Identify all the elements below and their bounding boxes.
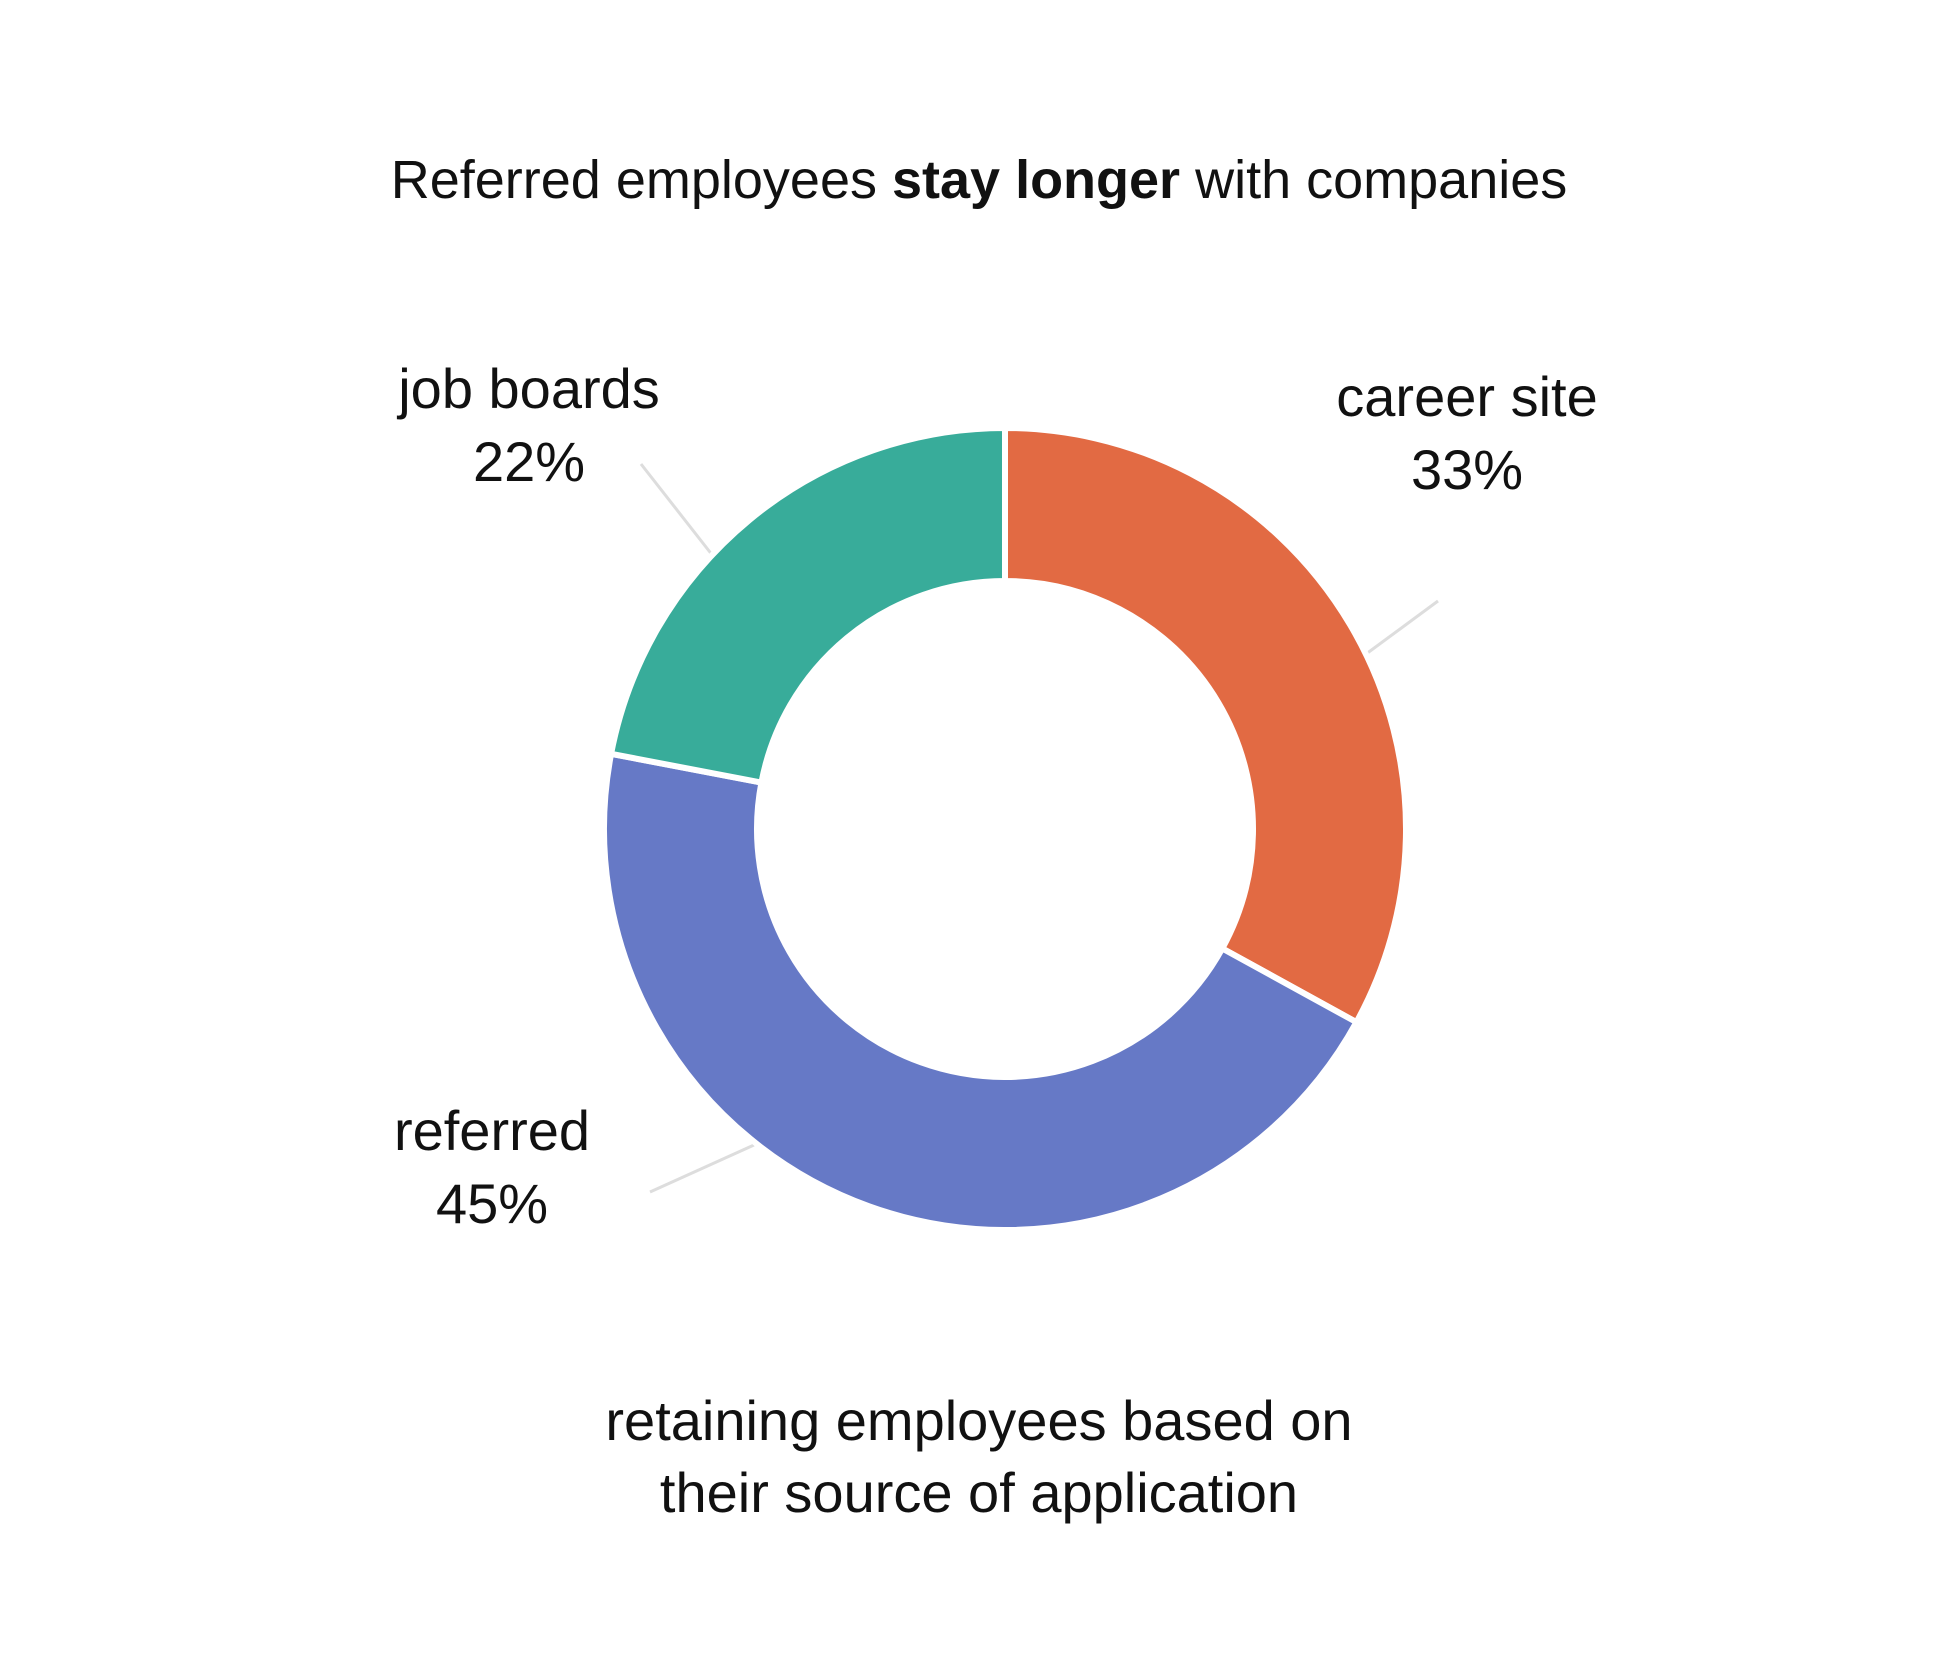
donut-slice-referred <box>601 750 1361 1233</box>
chart-caption: retaining employees based on their sourc… <box>0 1385 1958 1529</box>
chart-title-suffix: with companies <box>1180 150 1568 210</box>
slice-value-career-site: 33% <box>1411 438 1523 501</box>
chart-title-prefix: Referred employees <box>390 150 892 210</box>
slice-labels: career site 33% referred 45% job boards 22% <box>394 357 1598 1235</box>
donut-slices <box>601 424 1409 1233</box>
slice-value-referred: 45% <box>436 1172 548 1235</box>
slice-label-career-site: career site <box>1336 365 1597 428</box>
slice-label-referred: referred <box>394 1099 590 1162</box>
donut-slice-career-site <box>1002 424 1409 1027</box>
chart-title: Referred employees stay longer with comp… <box>0 145 1958 215</box>
slice-value-job-boards: 22% <box>473 430 585 493</box>
leader-line-referred <box>649 1143 755 1194</box>
donut-slice-job-boards <box>607 424 1008 787</box>
leader-line-job-boards <box>639 463 715 557</box>
caption-line-2: their source of application <box>659 1461 1299 1524</box>
slice-label-job-boards: job boards <box>396 357 660 420</box>
caption-line-1: retaining employees based on <box>605 1389 1353 1452</box>
chart-title-emphasis: stay longer <box>891 150 1181 210</box>
